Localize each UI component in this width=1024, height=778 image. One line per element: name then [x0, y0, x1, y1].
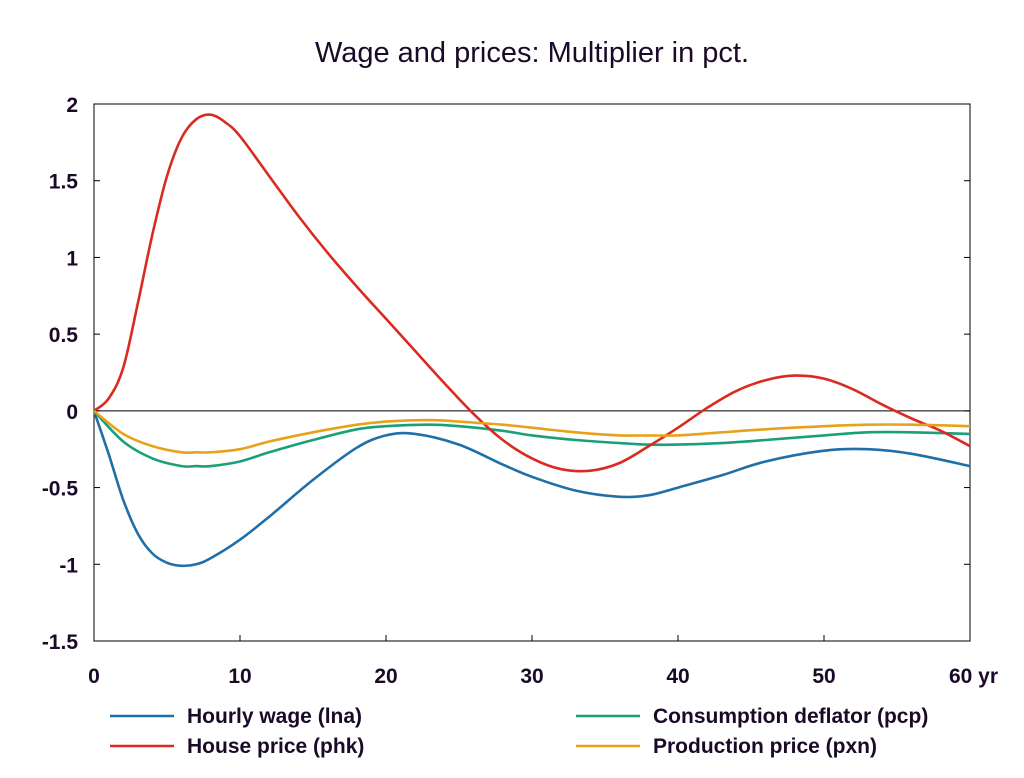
- y-tick-label: 1.5: [49, 171, 79, 194]
- y-tick-label: 2: [66, 94, 78, 117]
- y-tick-label: -1.5: [42, 631, 79, 654]
- legend: Hourly wage (lna) House price (phk) Consum…: [110, 705, 928, 758]
- x-tick-label: 40: [666, 665, 689, 688]
- plot-frame: [93, 103, 971, 642]
- y-tick-label: 1: [66, 247, 78, 270]
- x-tick-label: 10: [228, 665, 251, 688]
- ticks-layer: -1.5-1-0.500.511.520 10 20 30 40 50 60 yr: [42, 94, 998, 688]
- legend-label: Consumption deflator (pcp): [653, 705, 928, 728]
- x-tick-label: 20: [374, 665, 397, 688]
- x-tick-label: 30: [520, 665, 543, 688]
- y-tick-label: 0: [66, 401, 78, 424]
- series-line-3: [93, 409, 971, 455]
- x-tick-label: 50: [812, 665, 835, 688]
- series-line-1: [93, 409, 971, 468]
- chart-title: Wage and prices: Multiplier in pct.: [315, 37, 749, 69]
- legend-label: Production price (pxn): [653, 735, 877, 758]
- y-tick-label: 0.5: [49, 324, 79, 347]
- y-tick-label: -0.5: [42, 478, 79, 501]
- x-tick-label: 60 yr: [949, 665, 998, 688]
- series-line-2: [93, 113, 971, 473]
- series-layer: [92, 113, 971, 568]
- x-tick-label: 0: [88, 665, 100, 688]
- legend-label: House price (phk): [187, 735, 364, 758]
- legend-label: Hourly wage (lna): [187, 705, 362, 728]
- y-tick-label: -1: [59, 554, 78, 577]
- series-line-0: [92, 410, 971, 568]
